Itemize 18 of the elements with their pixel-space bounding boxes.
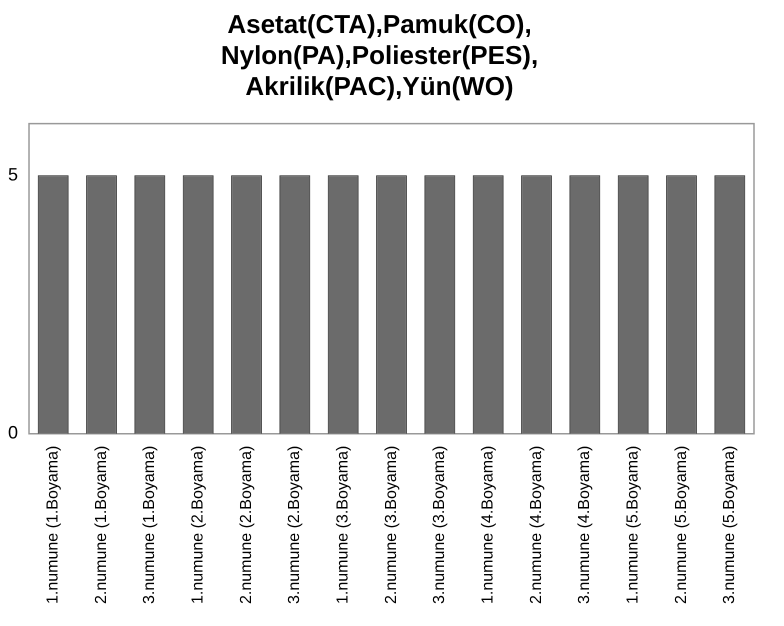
x-tick-label: 2.numune (4.Boyama) <box>528 446 545 604</box>
x-tick-label: 1.numune (4.Boyama) <box>480 446 497 604</box>
x-tick-label: 3.numune (4.Boyama) <box>576 446 594 604</box>
y-tick-label: 5 <box>8 164 18 184</box>
x-tick-label: 1.numune (5.Boyama) <box>624 446 642 604</box>
x-tick-label: 1.numune (2.Boyama) <box>190 446 207 604</box>
y-tick-label: 0 <box>8 422 18 443</box>
x-tick-label: 2.numune (2.Boyama) <box>238 446 255 604</box>
x-tick-label: 2.numune (3.Boyama) <box>382 446 400 604</box>
x-tick-label: 2.numune (1.Boyama) <box>92 446 110 604</box>
x-tick-label: 1.numune (3.Boyama) <box>334 446 352 604</box>
x-tick-label: 3.numune (1.Boyama) <box>141 446 158 604</box>
chart-title: Asetat(CTA),Pamuk(CO), Nylon(PA),Poliester(PES), Akrilik(PAC),Yün(WO) <box>220 8 538 102</box>
x-tick-label: 3.numune (5.Boyama) <box>721 446 738 604</box>
x-tick-label: 2.numune (5.Boyama) <box>672 446 690 604</box>
x-tick-label: 1.numune (1.Boyama) <box>44 446 62 604</box>
x-tick-label: 3.numune (3.Boyama) <box>431 446 448 604</box>
x-tick-label: 3.numune (2.Boyama) <box>286 446 304 604</box>
